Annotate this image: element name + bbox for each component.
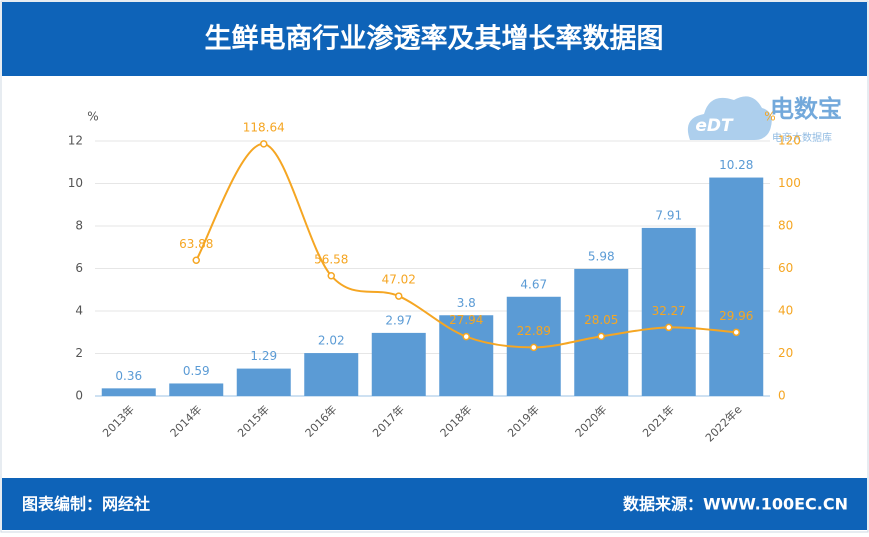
line-point — [260, 140, 268, 148]
bar-value-label: 2.02 — [318, 334, 345, 348]
header-band — [2, 2, 867, 76]
y-tick-label: 10 — [68, 176, 83, 190]
y-tick-label: 6 — [75, 261, 83, 275]
line-point — [462, 332, 470, 341]
y2-axis-unit: % — [764, 110, 775, 124]
y-tick-label: 0 — [75, 389, 83, 403]
line-value-label: 118.64 — [243, 120, 285, 134]
bar — [709, 177, 764, 396]
y2-tick-label: 60 — [778, 261, 793, 275]
logo-name: 电数宝 — [770, 95, 842, 123]
y2-tick-label: 120 — [778, 134, 801, 148]
bar-value-label: 10.28 — [719, 158, 753, 172]
bar — [169, 383, 224, 396]
line-point — [327, 272, 335, 280]
footer-left: 图表编制：网经社 — [22, 495, 150, 514]
bar-value-label: 4.67 — [520, 277, 547, 291]
footer-band — [2, 478, 867, 530]
y2-tick-label: 0 — [778, 389, 786, 403]
y2-tick-label: 40 — [778, 304, 793, 318]
bar-value-label: 5.98 — [588, 249, 615, 263]
y-tick-label: 12 — [68, 134, 83, 148]
line-value-label: 47.02 — [382, 273, 416, 287]
bar-value-label: 0.59 — [183, 364, 210, 378]
bar-value-label: 7.91 — [655, 208, 682, 222]
logo-cloud — [687, 96, 772, 140]
line-value-label: 56.58 — [314, 252, 348, 266]
line-value-label: 63.88 — [179, 237, 213, 251]
line-value-label: 27.94 — [449, 313, 483, 327]
y-tick-label: 8 — [75, 219, 83, 233]
bar-value-label: 1.29 — [250, 349, 277, 363]
bar-value-label: 3.8 — [457, 296, 476, 310]
line-point — [732, 328, 740, 337]
chart-title: 生鲜电商行业渗透率及其增长率数据图 — [205, 23, 664, 55]
bar — [641, 227, 696, 396]
line-value-label: 28.05 — [584, 313, 618, 327]
y-tick-label: 2 — [75, 346, 83, 360]
line-value-label: 22.89 — [517, 324, 551, 338]
y2-tick-label: 80 — [778, 219, 793, 233]
footer-right: 数据来源：WWW.100EC.CN — [623, 495, 848, 514]
y-axis-unit: % — [87, 110, 98, 124]
line-point — [597, 332, 605, 341]
line-value-label: 29.96 — [719, 309, 753, 323]
bar — [371, 332, 426, 396]
y-tick-label: 4 — [75, 304, 83, 318]
logo-sub: 电商大数据库 — [772, 131, 832, 144]
bar — [101, 388, 156, 396]
line-point — [192, 256, 200, 265]
bar — [574, 268, 629, 396]
y2-tick-label: 100 — [778, 176, 801, 190]
line-value-label: 32.27 — [652, 304, 686, 318]
bar-value-label: 2.97 — [385, 313, 412, 327]
bar — [439, 315, 494, 396]
bar-value-label: 0.36 — [115, 369, 142, 383]
line-point — [665, 323, 673, 332]
logo: eDT 电数宝 电商大数据库 — [687, 95, 842, 144]
bar — [236, 368, 291, 396]
logo-badge: eDT — [695, 116, 734, 136]
line-point — [530, 343, 538, 352]
y2-tick-label: 20 — [778, 346, 793, 360]
line-point — [395, 292, 403, 300]
bar — [304, 353, 359, 396]
